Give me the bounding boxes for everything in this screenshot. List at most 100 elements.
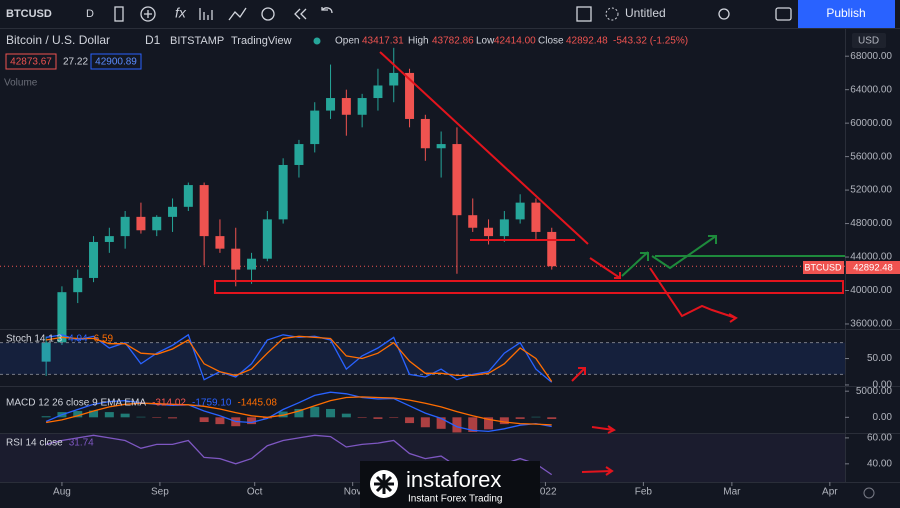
axis-settings[interactable]	[863, 487, 875, 499]
bid-box[interactable]	[5, 53, 57, 70]
histogram-bar	[41, 416, 51, 418]
y-tick-label: 50.00	[867, 353, 892, 364]
histogram-bar	[531, 416, 541, 418]
y-tick-label: 52000.00	[850, 185, 892, 196]
candle-body	[57, 292, 67, 343]
ohlc-value: 43782.86	[432, 36, 474, 47]
candle-body	[278, 164, 288, 220]
histogram-bar	[310, 406, 320, 418]
interval-button[interactable]: D	[86, 8, 94, 20]
candle-body	[547, 231, 557, 267]
y-tick-label: 60000.00	[850, 118, 892, 129]
candle-body	[357, 98, 367, 115]
candle-body	[531, 202, 541, 232]
ohlc-label: Close	[538, 36, 564, 47]
candle-body	[373, 85, 383, 99]
candle-body	[152, 216, 162, 231]
y-tick-label: 40.00	[867, 458, 892, 469]
chart-type-icon[interactable]	[114, 6, 124, 22]
annotations-green	[621, 235, 845, 277]
band-fill	[0, 342, 845, 375]
indicator-value: -1759.10	[192, 398, 232, 409]
x-tick-label: Feb	[635, 487, 653, 498]
x-tick-label: Apr	[822, 487, 838, 498]
y-tick-label: 5000.00	[856, 386, 893, 397]
y-tick-label: 0.00	[873, 412, 893, 423]
replay-icon[interactable]	[294, 8, 307, 20]
bid: 42873.67	[10, 57, 52, 68]
ohlc-label: High	[408, 36, 429, 47]
candle-body	[326, 98, 336, 111]
indicator-value: 31.74	[69, 438, 94, 449]
arrow	[651, 235, 717, 270]
candle-body	[499, 219, 509, 237]
alert-icon[interactable]	[228, 7, 247, 21]
ohlc-value: 43417.31	[362, 36, 404, 47]
candle-body	[73, 277, 83, 293]
histogram-bar	[357, 417, 367, 418]
candle-body	[89, 241, 99, 278]
cloud-icon	[605, 7, 619, 21]
candle-body	[468, 215, 478, 228]
histogram-bar	[499, 417, 509, 425]
histogram-bar	[373, 417, 383, 419]
candle-body	[199, 185, 209, 237]
fx-icon[interactable]: fx	[175, 5, 187, 21]
candle-body	[104, 236, 114, 242]
histogram-bar	[468, 417, 478, 432]
compare-icon[interactable]	[199, 8, 213, 20]
histogram-bar	[547, 417, 557, 419]
symbol[interactable]: BTCUSD	[6, 8, 52, 20]
candle-body	[168, 206, 178, 217]
y-tick-label: 56000.00	[850, 151, 892, 162]
histogram-bar	[73, 411, 83, 418]
volume-label: Volume	[4, 78, 38, 89]
indicator-value: 6.59	[94, 334, 114, 345]
market-status	[313, 37, 321, 45]
histogram-bar	[89, 410, 99, 418]
histogram-bar	[515, 417, 525, 419]
x-tick-label: Aug	[53, 487, 71, 498]
indicator-title: RSI 14 close	[6, 438, 63, 449]
ask-box[interactable]	[90, 53, 142, 70]
candle-body	[247, 258, 257, 270]
candle-body	[484, 227, 494, 237]
histogram-bar	[452, 417, 462, 433]
histogram-bar	[389, 417, 399, 418]
currency-button[interactable]	[852, 33, 886, 48]
indicator-value: -1445.08	[237, 398, 277, 409]
layout-name[interactable]: Untitled	[625, 6, 666, 20]
y-tick-label: 44000.00	[850, 252, 892, 263]
snapshot-icon[interactable]	[775, 7, 792, 21]
indicator-line	[45, 396, 552, 426]
undo-icon[interactable]	[321, 7, 333, 14]
histogram-bar	[136, 416, 146, 418]
candle-body	[183, 185, 193, 207]
layout-icon[interactable]	[576, 6, 592, 22]
indicator-add-icon[interactable]	[140, 6, 156, 22]
y-tick-label: 64000.00	[850, 84, 892, 95]
candle-body	[515, 202, 525, 220]
source: TradingView	[231, 35, 292, 47]
candle-body	[341, 98, 351, 115]
histogram-bar	[199, 417, 209, 423]
trend-line	[379, 51, 589, 245]
arrow	[589, 257, 621, 279]
settings-icon[interactable]	[718, 8, 730, 20]
candle-body	[436, 144, 446, 149]
marks: 36000.00 40000.00 44000.00 48000.00 52000.00…	[0, 47, 893, 498]
candle-body	[136, 216, 146, 231]
y-tick-label: 60.00	[867, 433, 892, 444]
publish-button[interactable]	[798, 0, 895, 28]
arrow	[581, 466, 614, 476]
histogram-bar	[294, 408, 304, 418]
y-tick-label: 40000.00	[850, 285, 892, 296]
indicator-value: 4.94	[68, 334, 88, 345]
clock-icon[interactable]	[261, 7, 275, 21]
watermark-logo-mark	[374, 474, 394, 494]
candle-body	[389, 72, 399, 86]
exchange: BITSTAMP	[170, 35, 224, 47]
x-tick-label: Oct	[247, 487, 263, 498]
